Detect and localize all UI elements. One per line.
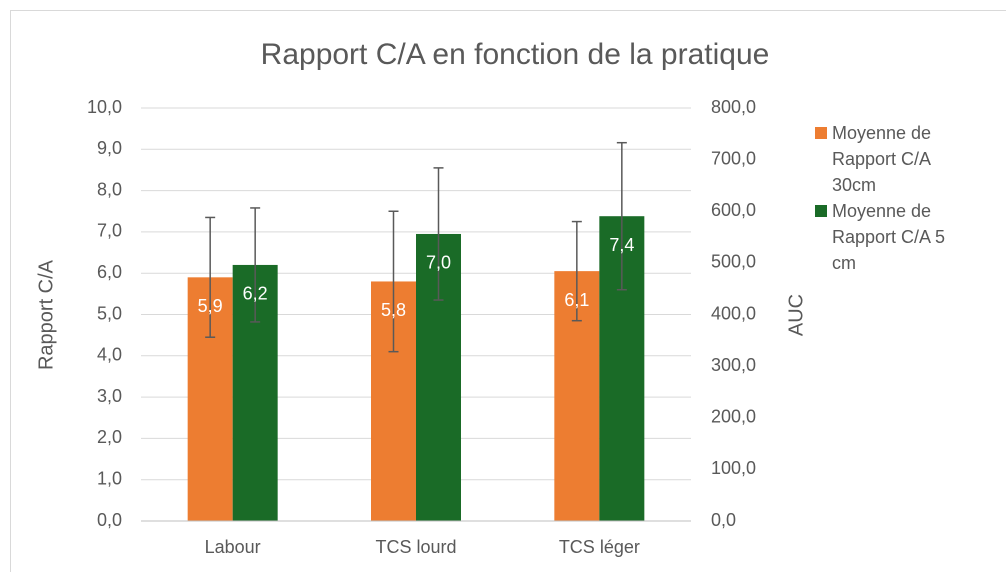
y-tick-label: 0,0 bbox=[97, 510, 122, 530]
data-label: 6,2 bbox=[243, 284, 268, 304]
y2-axis-title: AUC bbox=[785, 294, 807, 336]
y2-tick-label: 700,0 bbox=[711, 148, 756, 168]
y2-tick-label: 500,0 bbox=[711, 252, 756, 272]
legend-label: Moyenne de Rapport C/A 30cm bbox=[832, 123, 932, 195]
y2-tick-label: 100,0 bbox=[711, 458, 756, 478]
data-label: 6,1 bbox=[564, 290, 589, 310]
y-tick-label: 7,0 bbox=[97, 221, 122, 241]
y2-tick-label: 800,0 bbox=[711, 97, 756, 117]
y-axis-title: Rapport C/A bbox=[35, 259, 57, 370]
y2-tick-label: 600,0 bbox=[711, 200, 756, 220]
legend-swatch bbox=[815, 127, 827, 139]
chart-title: Rapport C/A en fonction de la pratique bbox=[261, 38, 770, 71]
legend-swatch bbox=[815, 205, 827, 217]
y2-tick-label: 0,0 bbox=[711, 510, 736, 530]
chart-frame bbox=[10, 10, 1006, 572]
y-tick-label: 4,0 bbox=[97, 345, 122, 365]
y-tick-label: 2,0 bbox=[97, 427, 122, 447]
y-tick-label: 10,0 bbox=[87, 97, 122, 117]
y-tick-label: 5,0 bbox=[97, 303, 122, 323]
x-tick-label: Labour bbox=[205, 537, 261, 557]
data-label: 7,0 bbox=[426, 253, 451, 273]
y-tick-label: 9,0 bbox=[97, 138, 122, 158]
y2-tick-label: 400,0 bbox=[711, 303, 756, 323]
error-bar bbox=[250, 207, 261, 323]
legend: Moyenne de Rapport C/A 30cm Moyenne de Ra… bbox=[812, 120, 952, 276]
y2-tick-label: 200,0 bbox=[711, 407, 756, 427]
error-bar bbox=[388, 210, 399, 353]
error-bar bbox=[205, 216, 216, 338]
y-tick-label: 3,0 bbox=[97, 386, 122, 406]
error-bar bbox=[433, 167, 444, 301]
data-label: 7,4 bbox=[609, 235, 634, 255]
error-bar bbox=[616, 141, 627, 291]
data-label: 5,8 bbox=[381, 300, 406, 320]
legend-label: Moyenne de Rapport C/A 5 cm bbox=[832, 201, 946, 273]
x-tick-label: TCS léger bbox=[559, 537, 640, 557]
y-tick-label: 6,0 bbox=[97, 262, 122, 282]
x-tick-label: TCS lourd bbox=[375, 537, 456, 557]
data-label: 5,9 bbox=[198, 296, 223, 316]
y-tick-label: 8,0 bbox=[97, 179, 122, 199]
y-tick-label: 1,0 bbox=[97, 468, 122, 488]
legend-item: Moyenne de Rapport C/A 5 cm bbox=[812, 198, 952, 276]
error-bar bbox=[571, 220, 582, 322]
legend-item: Moyenne de Rapport C/A 30cm bbox=[812, 120, 952, 198]
y2-tick-label: 300,0 bbox=[711, 355, 756, 375]
